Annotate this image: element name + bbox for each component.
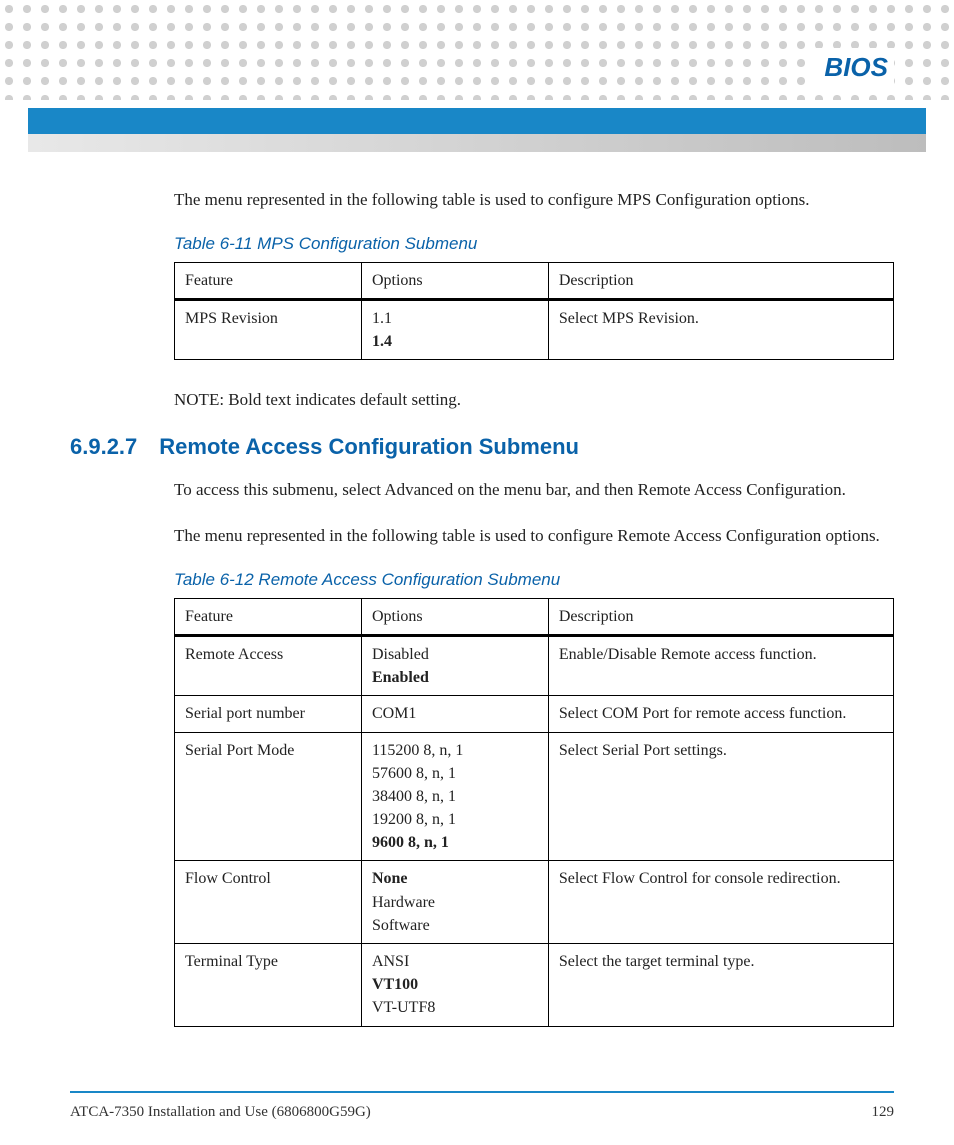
cell-options: NoneHardwareSoftware	[361, 861, 548, 944]
cell-feature: Remote Access	[175, 635, 362, 695]
header-blue-bar	[28, 108, 926, 134]
option-value: VT100	[372, 973, 538, 996]
cell-options: 1.11.4	[361, 299, 548, 359]
option-value: COM1	[372, 702, 538, 725]
option-value: 1.1	[372, 307, 538, 330]
intro-paragraph: The menu represented in the following ta…	[174, 188, 894, 212]
option-value: Disabled	[372, 643, 538, 666]
option-value: ANSI	[372, 950, 538, 973]
table-row: Flow ControlNoneHardwareSoftwareSelect F…	[175, 861, 894, 944]
col-header: Options	[361, 262, 548, 299]
table-row: MPS Revision1.11.4Select MPS Revision.	[175, 299, 894, 359]
option-value: 115200 8, n, 1	[372, 739, 538, 762]
option-value: Hardware	[372, 891, 538, 914]
col-header: Description	[548, 598, 893, 635]
cell-feature: Flow Control	[175, 861, 362, 944]
option-value: None	[372, 867, 538, 890]
cell-options: DisabledEnabled	[361, 635, 548, 695]
table2-caption: Table 6-12 Remote Access Configuration S…	[174, 570, 894, 590]
cell-options: ANSIVT100VT-UTF8	[361, 944, 548, 1027]
option-value: 19200 8, n, 1	[372, 808, 538, 831]
cell-description: Select the target terminal type.	[548, 944, 893, 1027]
option-value: 9600 8, n, 1	[372, 831, 538, 854]
option-value: 1.4	[372, 330, 538, 353]
table-header-row: Feature Options Description	[175, 262, 894, 299]
cell-description: Select MPS Revision.	[548, 299, 893, 359]
table-remote-access-config: Feature Options Description Remote Acces…	[174, 598, 894, 1027]
col-header: Options	[361, 598, 548, 635]
option-value: 38400 8, n, 1	[372, 785, 538, 808]
section-number: 6.9.2.7	[70, 434, 137, 460]
table-row: Terminal TypeANSIVT100VT-UTF8Select the …	[175, 944, 894, 1027]
cell-feature: Serial port number	[175, 696, 362, 732]
cell-description: Select COM Port for remote access functi…	[548, 696, 893, 732]
table-row: Serial port number COM1 Select COM Port fo…	[175, 696, 894, 732]
option-value: Software	[372, 914, 538, 937]
option-value: 57600 8, n, 1	[372, 762, 538, 785]
col-header: Description	[548, 262, 893, 299]
cell-feature: MPS Revision	[175, 299, 362, 359]
page-header-title: BIOS	[808, 48, 894, 85]
col-header: Feature	[175, 262, 362, 299]
table1-caption: Table 6-11 MPS Configuration Submenu	[174, 234, 894, 254]
table-header-row: Feature Options Description	[175, 598, 894, 635]
cell-options: 115200 8, n, 157600 8, n, 138400 8, n, 1…	[361, 732, 548, 861]
footer-rule	[70, 1091, 894, 1093]
cell-description: Select Serial Port settings.	[548, 732, 893, 861]
body-paragraph: The menu represented in the following ta…	[174, 524, 894, 548]
table-row: Serial Port Mode115200 8, n, 157600 8, n…	[175, 732, 894, 861]
table-mps-config: Feature Options Description MPS Revision…	[174, 262, 894, 361]
option-value: VT-UTF8	[372, 996, 538, 1019]
table-row: Remote AccessDisabledEnabledEnable/Disab…	[175, 635, 894, 695]
option-value: Enabled	[372, 666, 538, 689]
cell-options: COM1	[361, 696, 548, 732]
cell-feature: Terminal Type	[175, 944, 362, 1027]
cell-feature: Serial Port Mode	[175, 732, 362, 861]
footer-page-number: 129	[872, 1104, 895, 1121]
cell-description: Select Flow Control for console redirect…	[548, 861, 893, 944]
col-header: Feature	[175, 598, 362, 635]
note-text: NOTE: Bold text indicates default settin…	[174, 388, 894, 412]
header-gradient-bar	[28, 134, 926, 152]
cell-description: Enable/Disable Remote access function.	[548, 635, 893, 695]
body-paragraph: To access this submenu, select Advanced …	[174, 478, 894, 502]
section-title: Remote Access Configuration Submenu	[159, 434, 579, 460]
footer-doc-title: ATCA-7350 Installation and Use (6806800G…	[70, 1104, 371, 1121]
